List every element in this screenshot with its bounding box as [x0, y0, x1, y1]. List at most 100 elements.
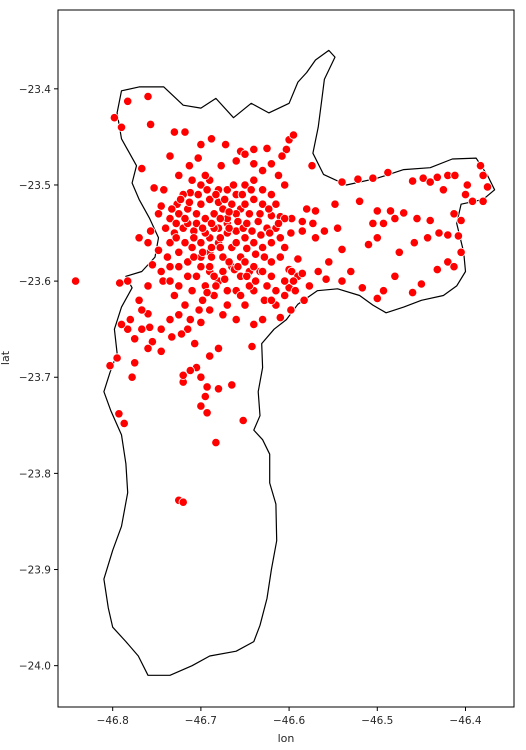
scatter-point	[109, 113, 120, 123]
scatter-point	[288, 130, 299, 140]
scatter-point	[372, 206, 382, 216]
scatter-point	[147, 337, 157, 347]
scatter-point	[184, 197, 194, 207]
scatter-point	[257, 242, 268, 253]
scatter-point	[281, 144, 291, 154]
scatter-point	[191, 271, 202, 281]
scatter-point	[205, 351, 215, 361]
scatter-point	[165, 151, 175, 161]
scatter-point	[353, 174, 363, 184]
scatter-point	[228, 180, 239, 190]
scatter-point	[273, 170, 284, 180]
scatter-point	[196, 372, 206, 382]
scatter-point	[218, 252, 228, 262]
scatter-point	[242, 243, 252, 253]
scatter-point	[418, 173, 428, 183]
scatter-point	[167, 204, 177, 214]
scatter-point	[153, 209, 164, 219]
scatter-point	[293, 254, 303, 264]
scatter-point	[266, 295, 276, 305]
scatter-point	[116, 319, 127, 329]
scatter-point	[130, 334, 140, 344]
scatter-point	[176, 194, 186, 204]
scatter-point	[165, 314, 175, 325]
scatter-point	[354, 196, 365, 206]
scatter-point	[240, 180, 250, 190]
scatter-point	[346, 266, 356, 277]
scatter-point	[71, 276, 81, 286]
scatter-point	[275, 252, 285, 262]
scatter-point	[238, 415, 248, 426]
scatter-point	[222, 300, 232, 310]
scatter-point	[378, 286, 389, 296]
scatter-point	[357, 283, 367, 293]
scatter-point	[196, 140, 206, 150]
scatter-point	[191, 209, 202, 219]
scatter-point	[280, 276, 290, 286]
scatter-point	[200, 214, 210, 224]
scatter-point	[174, 281, 184, 291]
scatter-points	[71, 91, 493, 507]
scatter-point	[244, 209, 254, 219]
scatter-point	[169, 290, 179, 301]
scatter-point	[187, 242, 197, 253]
scatter-point	[134, 233, 144, 243]
scatter-point	[125, 314, 135, 325]
scatter-point	[137, 305, 147, 315]
scatter-point	[193, 153, 203, 163]
scatter-point	[147, 260, 157, 270]
scatter-point	[233, 262, 243, 272]
scatter-point	[119, 418, 129, 428]
scatter-point	[368, 173, 378, 183]
scatter-point	[288, 276, 299, 286]
scatter-point	[146, 119, 156, 130]
scatter-point	[462, 180, 472, 190]
scatter-point	[176, 329, 187, 339]
scatter-point	[169, 127, 179, 137]
scatter-point	[242, 271, 252, 281]
scatter-point	[189, 252, 199, 262]
scatter-point	[332, 223, 343, 233]
scatter-point	[137, 164, 147, 174]
scatter-point	[478, 170, 488, 180]
scatter-point	[251, 276, 261, 286]
scatter-point	[215, 233, 225, 243]
x-axis-ticks: −46.8 −46.7 −46.6 −46.5 −46.4	[97, 707, 482, 727]
scatter-point	[307, 161, 317, 171]
scatter-point	[262, 281, 272, 291]
scatter-point	[297, 216, 307, 227]
scatter-point	[432, 172, 442, 182]
scatter-point	[222, 286, 232, 296]
scatter-point	[456, 215, 466, 226]
x-axis-label: lon	[278, 732, 295, 745]
scatter-point	[275, 312, 285, 323]
scatter-point	[246, 185, 256, 195]
y-tick-label: −23.4	[19, 84, 51, 96]
scatter-point	[412, 214, 422, 224]
scatter-point	[224, 257, 234, 267]
scatter-point	[209, 271, 219, 281]
scatter-point	[215, 214, 225, 224]
scatter-point	[257, 314, 268, 325]
scatter-point	[165, 262, 175, 272]
scatter-point	[218, 310, 228, 320]
y-axis-label: lat	[0, 350, 12, 365]
x-tick-label: −46.8	[97, 715, 129, 727]
scatter-point	[159, 185, 169, 195]
scatter-point	[422, 233, 433, 243]
scatter-point	[156, 266, 166, 277]
scatter-point	[202, 287, 212, 298]
scatter-point	[196, 238, 206, 248]
scatter-point	[302, 204, 312, 214]
scatter-point	[196, 180, 206, 190]
scatter-point	[205, 262, 215, 272]
y-tick-label: −23.6	[19, 276, 51, 288]
scatter-point	[174, 310, 184, 320]
scatter-point	[251, 249, 261, 259]
scatter-point	[299, 295, 309, 305]
scatter-point	[222, 185, 232, 195]
scatter-point	[310, 233, 321, 243]
scatter-point	[180, 214, 190, 224]
